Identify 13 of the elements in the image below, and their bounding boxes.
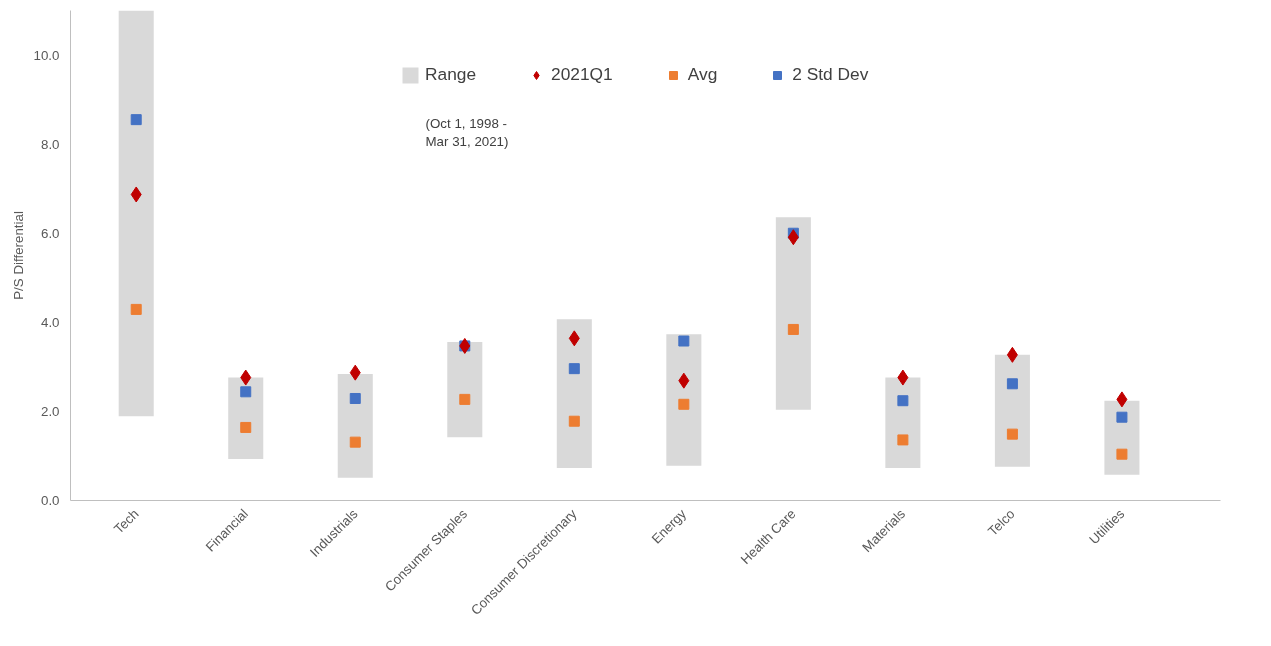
legend-label: 2021Q1 [551, 64, 613, 85]
y-tick-label: 10.0 [33, 47, 60, 63]
y-tick-label: 4.0 [40, 314, 60, 330]
legend-label: Range [425, 64, 477, 85]
y-tick-label: 8.0 [40, 136, 60, 152]
legend-label: 2 Std Dev [792, 64, 869, 85]
y-axis-title: P/S Differential [10, 211, 26, 300]
x-tick-label: Tech [111, 506, 142, 537]
y-tick-label: 6.0 [40, 225, 60, 241]
annotation: (Oct 1, 1998 - Mar 31, 2021) [425, 115, 509, 149]
y-tick-label: 0.0 [40, 493, 60, 508]
y-tick-label: 2.0 [40, 403, 60, 419]
legend-label: Avg [687, 64, 718, 85]
